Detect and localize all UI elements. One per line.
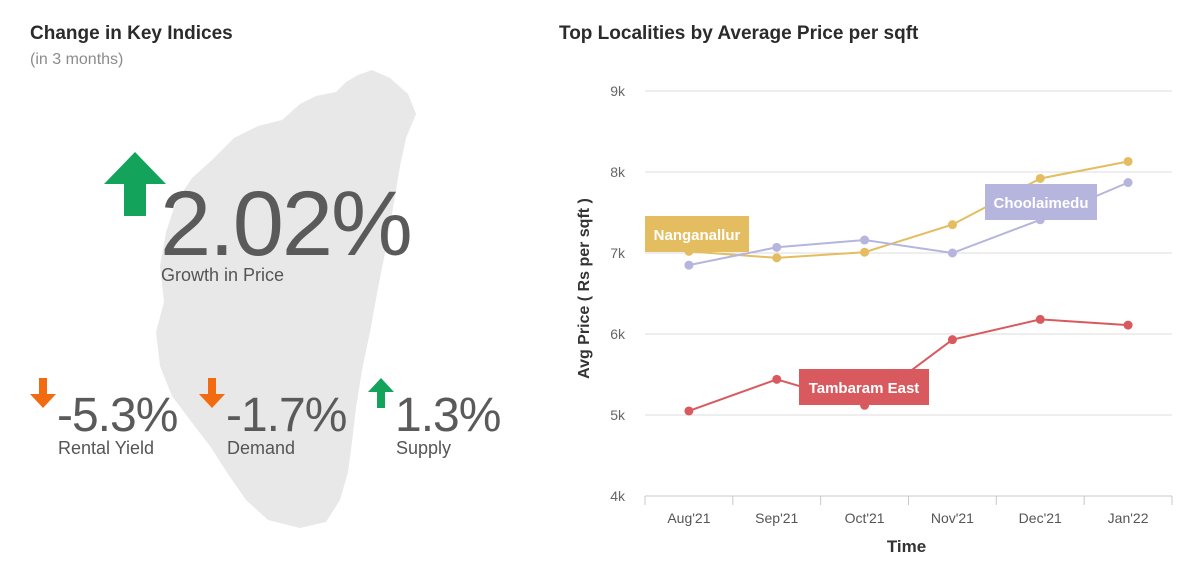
y-tick-label: 4k <box>610 488 626 504</box>
x-axis-title: Time <box>887 537 926 556</box>
price-up-arrow-icon <box>104 152 166 216</box>
locality-price-chart-panel: Top Localities by Average Price per sqft… <box>555 0 1202 568</box>
y-axis-title: Avg Price ( Rs per sqft ) <box>576 198 593 379</box>
series-label: Choolaimedu <box>993 195 1088 212</box>
x-tick-label: Nov'21 <box>931 510 974 526</box>
y-tick-label: 6k <box>610 326 626 342</box>
supply-label: Supply <box>396 438 452 458</box>
data-point <box>1123 320 1133 330</box>
y-tick-label: 5k <box>610 407 626 423</box>
series-label-box <box>645 216 749 252</box>
demand-label: Demand <box>227 438 296 458</box>
x-tick-label: Aug'21 <box>667 510 710 526</box>
price-growth-value: 2.02% <box>160 173 413 275</box>
data-point <box>1035 173 1045 183</box>
data-point <box>947 248 957 258</box>
y-tick-label: 8k <box>610 164 626 180</box>
x-tick-label: Jan'22 <box>1108 510 1149 526</box>
rental-yield-metric: -5.3% Rental Yield <box>30 378 200 468</box>
demand-value: -1.7% <box>226 389 347 442</box>
line-chart: 4k 5k 6k 7k 8k 9k Aug'21 Sep'21 Oct'21 Nov'21 Dec'… <box>576 83 1173 556</box>
supply-value: 1.3% <box>395 389 501 442</box>
indices-subtitle: (in 3 months) <box>30 51 124 68</box>
series-line <box>688 160 1129 259</box>
map-shape-body <box>156 70 416 528</box>
data-point <box>1035 314 1045 324</box>
data-point <box>947 335 957 345</box>
x-tick-label: Dec'21 <box>1019 510 1062 526</box>
key-indices-panel: Change in Key Indices (in 3 months) 2.02… <box>0 0 540 568</box>
data-point <box>1123 178 1133 188</box>
y-tick-label: 9k <box>610 83 626 99</box>
demand-down-arrow-icon <box>199 378 225 408</box>
price-growth-label: Growth in Price <box>161 265 285 285</box>
series-label: Nanganallur <box>654 227 741 244</box>
rental-yield-label: Rental Yield <box>58 438 155 458</box>
series-label: Tambaram East <box>809 380 920 397</box>
chennai-map-silhouette <box>156 70 416 528</box>
x-tick-label: Sep'21 <box>755 510 798 526</box>
x-tick-label: Oct'21 <box>845 510 885 526</box>
series-label-box <box>799 369 929 405</box>
data-point <box>684 406 694 416</box>
demand-metric: -1.7% Demand <box>199 378 369 468</box>
data-point <box>1123 156 1133 166</box>
y-tick-label: 7k <box>610 245 626 261</box>
rental-yield-value: -5.3% <box>57 389 178 442</box>
rental-yield-down-arrow-icon <box>30 378 56 408</box>
data-point <box>772 242 782 252</box>
chart-title: Top Localities by Average Price per sqft <box>559 23 919 44</box>
data-point <box>860 247 870 257</box>
series-label-box <box>985 184 1097 220</box>
supply-up-arrow-icon <box>368 378 394 408</box>
data-point <box>684 260 694 270</box>
data-point <box>860 235 870 245</box>
data-point <box>772 253 782 263</box>
data-point <box>772 374 782 384</box>
indices-title: Change in Key Indices <box>30 23 233 44</box>
data-point <box>947 220 957 230</box>
supply-metric: 1.3% Supply <box>368 378 538 468</box>
